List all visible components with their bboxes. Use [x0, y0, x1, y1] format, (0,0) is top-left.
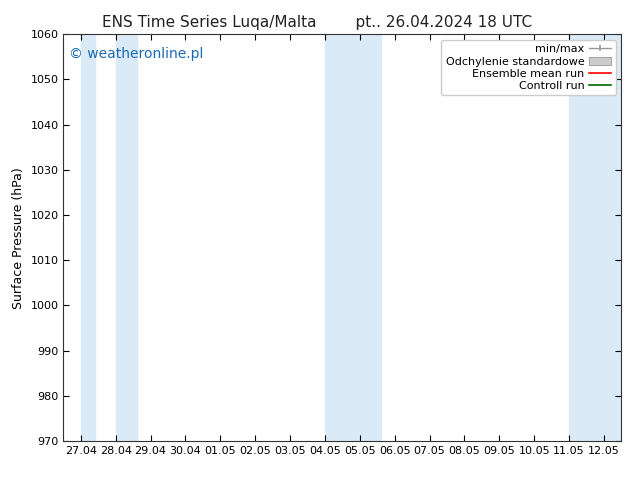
- Text: ENS Time Series Luqa/Malta        pt.. 26.04.2024 18 UTC: ENS Time Series Luqa/Malta pt.. 26.04.20…: [102, 15, 532, 30]
- Y-axis label: Surface Pressure (hPa): Surface Pressure (hPa): [12, 167, 25, 309]
- Bar: [116, 34, 137, 441]
- Legend: min/max, Odchylenie standardowe, Ensemble mean run, Controll run: min/max, Odchylenie standardowe, Ensembl…: [441, 40, 616, 96]
- Bar: [325, 34, 380, 441]
- Bar: [81, 34, 95, 441]
- Bar: [569, 34, 621, 441]
- Text: © weatheronline.pl: © weatheronline.pl: [69, 47, 204, 60]
